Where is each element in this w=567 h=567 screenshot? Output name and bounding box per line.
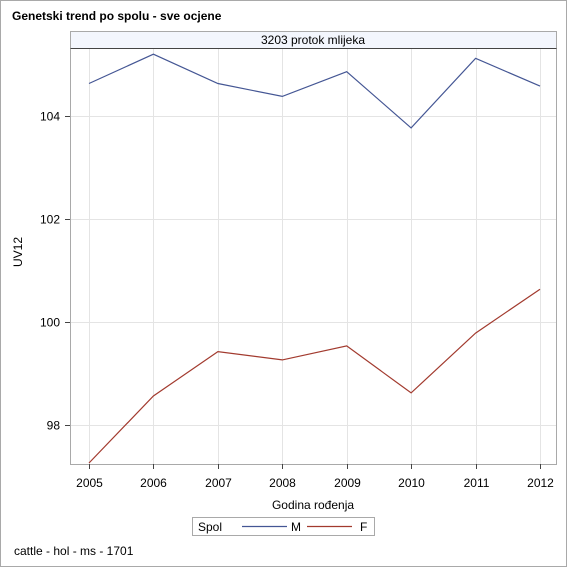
legend-title: Spol	[198, 520, 222, 534]
series-line-m	[88, 53, 541, 129]
y-tick-label: 102	[40, 213, 60, 227]
x-axis-label: Godina rođenja	[272, 498, 354, 512]
y-tick-label: 98	[47, 419, 61, 433]
grid-lines	[71, 49, 556, 464]
x-tick-label: 2011	[464, 476, 490, 490]
x-tick-label: 2008	[269, 476, 296, 490]
series-line-f	[88, 288, 541, 464]
x-tick-label: 2010	[398, 476, 425, 490]
x-tick-label: 2006	[140, 476, 167, 490]
x-axis: 2005 2006 2007 2008 2009 2010 2011 2012	[76, 464, 554, 490]
x-tick-label: 2005	[76, 476, 103, 490]
legend-label-m: M	[291, 520, 301, 534]
legend-label-f: F	[360, 520, 367, 534]
y-tick-label: 100	[40, 316, 60, 330]
plot-area	[70, 31, 557, 465]
y-axis: 98 100 102 104	[40, 110, 70, 433]
panel-label: 3203 protok mlijeka	[261, 33, 365, 47]
series-lines	[88, 53, 541, 464]
x-tick-label: 2007	[205, 476, 232, 490]
x-tick-label: 2009	[334, 476, 361, 490]
y-axis-label: UV12	[11, 237, 25, 267]
y-tick-label: 104	[40, 110, 60, 124]
footnote: cattle - hol - ms - 1701	[14, 544, 134, 558]
chart-title: Genetski trend po spolu - sve ocjene	[12, 9, 222, 23]
x-tick-label: 2012	[527, 476, 554, 490]
